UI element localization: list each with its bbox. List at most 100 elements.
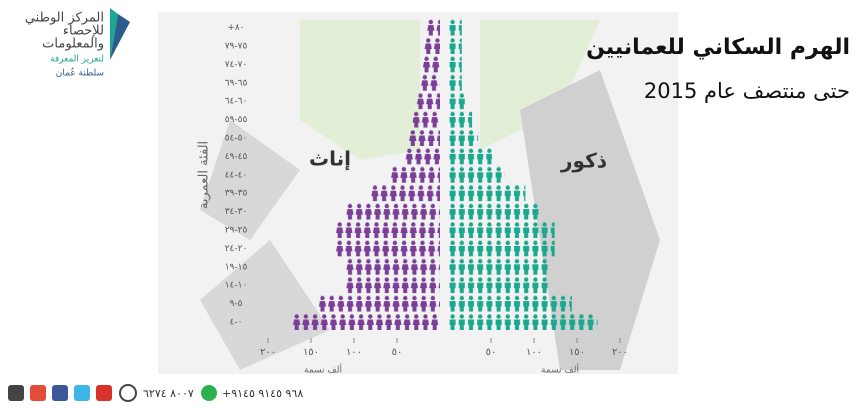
bar <box>408 130 440 146</box>
phone: ٨٠٠٧ ٦٢٧٤ <box>143 387 194 400</box>
bar <box>345 203 440 220</box>
country: سلطنة عُمان <box>56 68 104 79</box>
bar <box>448 148 492 165</box>
bar <box>448 93 466 110</box>
bar-group <box>421 56 440 73</box>
bar <box>421 56 440 73</box>
x-tick-label: ١٥٠ <box>569 347 585 358</box>
bar-group <box>292 314 440 330</box>
age-label: ٣٩-٣٥ <box>225 189 248 199</box>
bar-group <box>370 185 440 202</box>
bar-group <box>420 74 440 91</box>
bar-group <box>448 258 548 275</box>
bar-group <box>448 19 462 36</box>
bar <box>335 240 440 257</box>
bar <box>426 19 440 36</box>
bar-group <box>448 93 466 110</box>
bar <box>423 38 440 54</box>
bar <box>345 277 440 294</box>
bar <box>317 295 440 312</box>
age-label: ٥٤-٥٠ <box>225 134 248 144</box>
age-label: ٢٤-٢٠ <box>225 244 248 254</box>
x-tick-label: ٢٠٠ <box>260 347 276 358</box>
bar-group <box>345 203 440 220</box>
bar <box>390 166 440 183</box>
footer: ٨٠٠٧ ٦٢٧٤ +٩٦٨ ٩١٤٥ ٩١٤٥ <box>8 384 303 402</box>
age-label: ٩-٥ <box>230 299 243 309</box>
bar <box>404 148 440 165</box>
bar-group <box>448 148 492 165</box>
bar <box>370 185 440 202</box>
bar <box>448 38 462 54</box>
bar <box>420 74 440 91</box>
bar-group <box>448 166 505 183</box>
bar-group <box>448 56 462 73</box>
x-tick-label: ١٥٠ <box>303 347 319 358</box>
bar-group <box>423 38 440 54</box>
bar-group <box>426 19 440 36</box>
slogan: لتعزيز المعرفة <box>50 55 104 65</box>
age-label: ٤-٠ <box>230 318 243 328</box>
org-name: والمعلومات <box>42 37 104 52</box>
bar <box>448 74 462 91</box>
x-tick-label: ٥٠ <box>392 347 403 358</box>
age-label: ٤٤-٤٠ <box>225 170 248 180</box>
bar <box>448 222 555 238</box>
age-label: ٦٩-٦٥ <box>225 78 248 88</box>
bar-group <box>317 295 440 312</box>
bar <box>292 314 440 330</box>
age-label: ٥٩-٥٥ <box>225 115 248 125</box>
x-tick-label: ٥٠ <box>486 347 497 358</box>
x-tick-label: ١٠٠ <box>346 347 362 358</box>
bar <box>448 277 548 294</box>
bar <box>448 258 548 275</box>
chart-subtitle: حتى منتصف عام 2015 <box>644 79 850 103</box>
legend-label: ذكور <box>560 149 607 173</box>
bar-group <box>404 148 440 165</box>
x-tick-label: ١٠٠ <box>526 347 542 358</box>
bar <box>448 185 526 202</box>
bar <box>448 166 505 183</box>
bar <box>411 111 440 128</box>
bar <box>448 314 598 330</box>
chart-title: الهرم السكاني للعمانيين <box>586 35 850 60</box>
bar <box>335 222 440 238</box>
bar-group <box>345 277 440 294</box>
bar <box>448 111 473 128</box>
y-axis-label: الفئة العمرية <box>197 141 212 209</box>
age-label: ٧٤-٧٠ <box>225 60 248 70</box>
bar-group <box>448 111 473 128</box>
bar-group <box>335 240 440 257</box>
bar <box>448 203 541 220</box>
age-label: ١٤-١٠ <box>225 281 248 291</box>
phone: +٩٦٨ ٩١٤٥ ٩١٤٥ <box>222 387 303 400</box>
x-axis-label: ألف نسمة <box>304 364 342 376</box>
age-label: ٧٩-٧٥ <box>225 42 248 52</box>
bar-group <box>448 240 555 257</box>
age-label: ٤٩-٤٥ <box>225 152 248 162</box>
org-name: للإحصاء <box>63 24 104 39</box>
bar <box>345 258 440 275</box>
bar-group <box>448 74 462 91</box>
age-label: ٢٩-٢٥ <box>225 226 248 236</box>
age-label: ٦٤-٦٠ <box>225 97 248 107</box>
bar-group <box>335 222 440 238</box>
bar-group <box>448 277 548 294</box>
bar <box>448 240 555 257</box>
x-tick-label: ٢٠٠ <box>612 347 628 358</box>
bar-group <box>448 38 462 54</box>
bar-group <box>448 295 572 312</box>
logo: المركز الوطني للإحصاء والمعلومات لتعزيز … <box>25 8 130 79</box>
bar-group <box>411 111 440 128</box>
background <box>158 12 678 374</box>
bar-group <box>408 130 440 146</box>
age-label: ٣٤-٣٠ <box>225 207 248 217</box>
bar-group <box>345 258 440 275</box>
bar-group <box>448 203 541 220</box>
bar <box>448 56 462 73</box>
bar <box>448 130 479 146</box>
x-axis-label: ألف نسمة <box>541 364 579 376</box>
bar <box>415 93 440 110</box>
bar-group <box>390 166 440 183</box>
